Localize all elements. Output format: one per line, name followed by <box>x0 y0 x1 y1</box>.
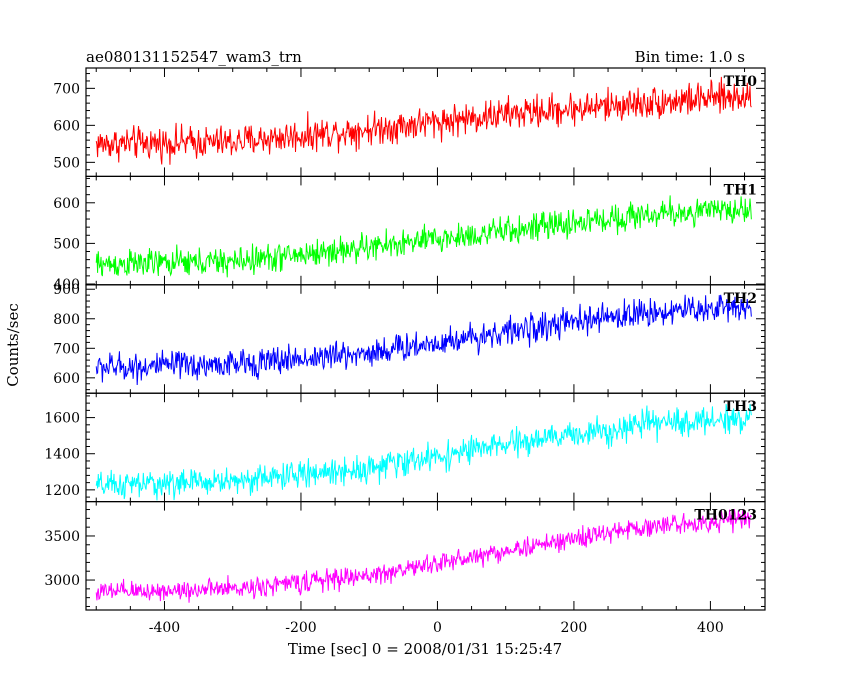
x-tick-label: 0 <box>433 620 442 636</box>
x-tick-label: 200 <box>561 620 588 636</box>
x-axis-label: Time [sec] 0 = 2008/01/31 15:25:47 <box>288 640 562 658</box>
panel-th1: 400 500 600 TH1 <box>53 175 766 293</box>
x-tick-label: -200 <box>285 620 316 636</box>
panel-th0123: 3000 3500 TH0123 <box>44 501 766 611</box>
y-tick-label: 3000 <box>44 573 80 589</box>
series-th0123 <box>95 508 752 603</box>
x-tick-label: 400 <box>697 620 724 636</box>
y-tick-label: 1200 <box>44 483 80 499</box>
panel-label-th1: TH1 <box>724 182 757 198</box>
series-th3 <box>95 403 752 501</box>
series-th2 <box>95 294 752 386</box>
panel-label-th0123: TH0123 <box>694 508 757 524</box>
panel-th3: 1200 1400 1600 TH3 <box>44 392 766 503</box>
panel-label-th0: TH0 <box>724 74 758 90</box>
panels-group: 500 600 700 TH0 400 500 600 TH1 600 700 800 900 TH2 1… <box>44 67 766 611</box>
y-tick-label: 900 <box>53 282 80 298</box>
y-axis-label: Counts/sec <box>4 303 22 387</box>
y-tick-label: 500 <box>53 236 80 252</box>
chart-title: ae080131152547_wam3_trn <box>86 48 302 66</box>
series-th0 <box>95 76 752 165</box>
x-axis: -400 -200 0 200 400 <box>149 620 724 636</box>
y-tick-label: 800 <box>53 312 80 328</box>
y-tick-label: 500 <box>53 155 80 171</box>
series-th1 <box>95 195 752 278</box>
panel-frame <box>85 284 766 394</box>
y-tick-label: 600 <box>53 118 80 134</box>
panel-label-th3: TH3 <box>724 399 757 415</box>
y-tick-label: 1400 <box>44 447 80 463</box>
panel-th2: 600 700 800 900 TH2 <box>53 282 766 394</box>
y-tick-label: 600 <box>53 371 80 387</box>
x-tick-label: -400 <box>149 620 180 636</box>
panel-frame <box>85 392 766 503</box>
y-tick-label: 700 <box>53 81 80 97</box>
panel-label-th2: TH2 <box>724 291 757 307</box>
y-tick-label: 400 <box>53 277 80 293</box>
y-tick-label: 700 <box>53 341 80 357</box>
y-tick-label: 1600 <box>44 411 80 427</box>
panel-frame <box>85 501 766 611</box>
y-tick-label: 600 <box>53 196 80 212</box>
panel-th0: 500 600 700 TH0 <box>53 67 766 178</box>
bin-time-label: Bin time: 1.0 s <box>635 48 745 66</box>
y-tick-label: 3500 <box>44 529 80 545</box>
